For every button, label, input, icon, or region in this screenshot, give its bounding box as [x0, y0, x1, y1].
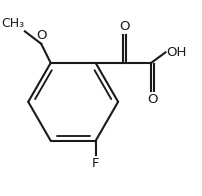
Text: CH₃: CH₃: [1, 17, 24, 30]
Text: O: O: [119, 20, 130, 33]
Text: F: F: [92, 157, 99, 170]
Text: O: O: [147, 93, 158, 106]
Text: OH: OH: [166, 46, 187, 59]
Text: O: O: [36, 29, 46, 42]
